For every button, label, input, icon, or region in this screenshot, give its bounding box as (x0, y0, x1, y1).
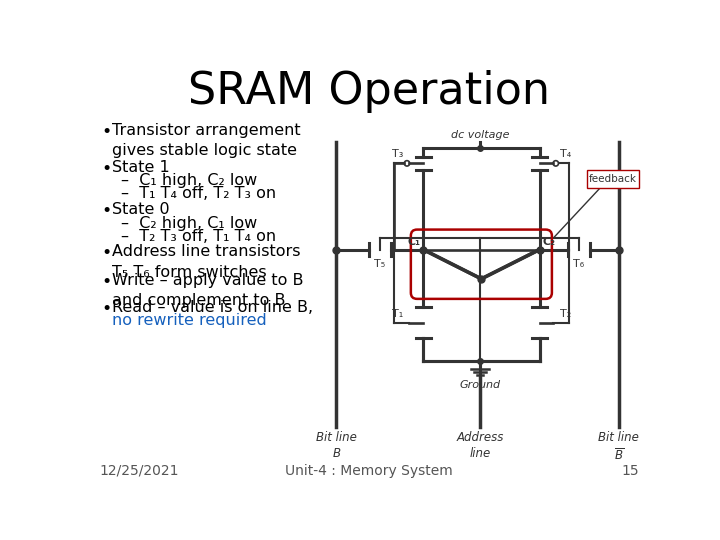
Text: SRAM Operation: SRAM Operation (188, 70, 550, 113)
Text: Write – apply value to B
and complement to B: Write – apply value to B and complement … (112, 273, 303, 308)
Text: –  T₁ T₄ off, T₂ T₃ on: – T₁ T₄ off, T₂ T₃ on (121, 186, 276, 201)
Text: •: • (102, 123, 112, 140)
Text: •: • (102, 202, 112, 220)
Text: Unit-4 : Memory System: Unit-4 : Memory System (285, 463, 453, 477)
Text: no rewrite required: no rewrite required (112, 313, 266, 328)
Text: T₃: T₃ (392, 149, 403, 159)
Text: T₄: T₄ (559, 149, 571, 159)
Text: C₂: C₂ (543, 237, 556, 247)
Text: –  T₂ T₃ off, T₁ T₄ on: – T₂ T₃ off, T₁ T₄ on (121, 229, 276, 244)
Text: T₁: T₁ (392, 308, 403, 319)
Text: –  C₂ high, C₁ low: – C₂ high, C₁ low (121, 215, 257, 231)
Text: State 1: State 1 (112, 159, 169, 174)
Text: T₂: T₂ (559, 308, 571, 319)
Text: Transistor arrangement
gives stable logic state: Transistor arrangement gives stable logi… (112, 123, 300, 158)
Text: Read – value is on line B,: Read – value is on line B, (112, 300, 312, 315)
Text: Address
line: Address line (456, 431, 503, 460)
Text: dc voltage: dc voltage (451, 130, 509, 140)
Text: T₆: T₆ (573, 259, 585, 269)
Text: 12/25/2021: 12/25/2021 (99, 463, 179, 477)
FancyBboxPatch shape (587, 170, 639, 188)
Text: Bit line
B: Bit line B (316, 431, 357, 460)
Text: Bit line
$\overline{B}$: Bit line $\overline{B}$ (598, 431, 639, 464)
Text: •: • (102, 273, 112, 291)
Text: State 0: State 0 (112, 202, 169, 217)
Text: feedback: feedback (589, 174, 637, 184)
Text: •: • (102, 159, 112, 178)
Text: –  C₁ high, C₂ low: – C₁ high, C₂ low (121, 173, 257, 188)
Text: Ground: Ground (459, 380, 500, 390)
Text: •: • (102, 244, 112, 262)
Text: Address line transistors
T₅ T₆ form switches: Address line transistors T₅ T₆ form swit… (112, 244, 300, 280)
Text: 15: 15 (621, 463, 639, 477)
Text: •: • (102, 300, 112, 318)
Text: C₁: C₁ (407, 237, 420, 247)
Text: T₅: T₅ (374, 259, 385, 269)
